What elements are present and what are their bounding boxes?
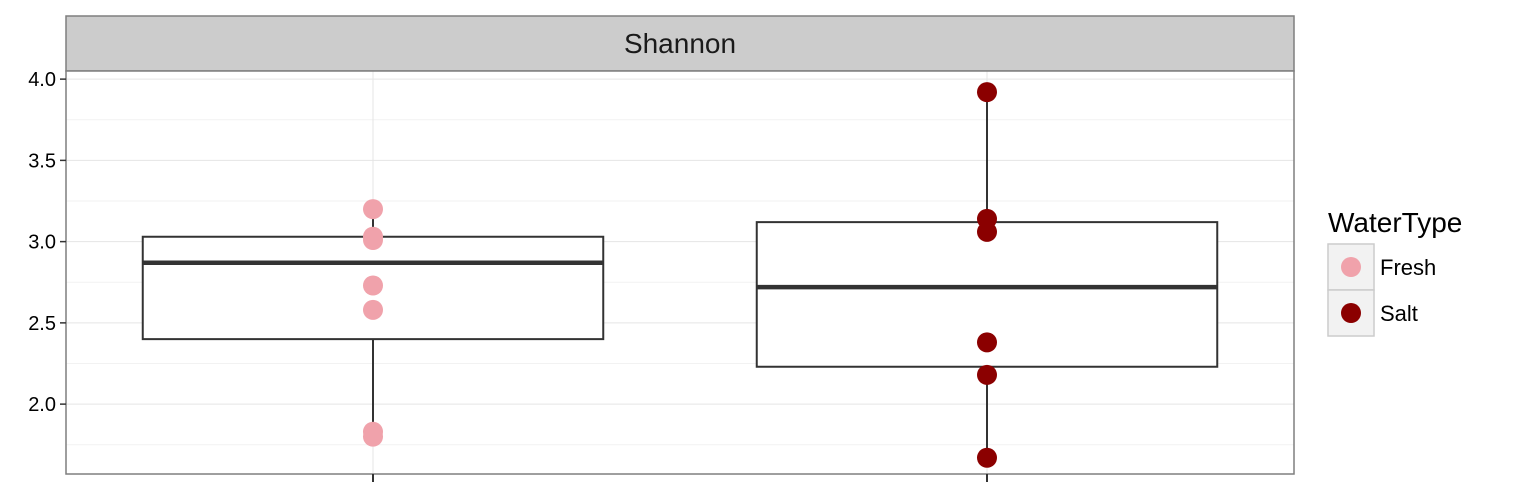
legend: WaterType Fresh Salt [1327, 207, 1462, 337]
legend-key-swatch [1341, 257, 1361, 277]
data-point-salt [977, 221, 997, 242]
data-point-salt [977, 447, 997, 468]
legend-key-swatch [1341, 303, 1361, 323]
y-tick-label: 4.0 [28, 69, 56, 91]
legend-label-salt: Salt [1380, 301, 1418, 326]
data-point-fresh [363, 275, 383, 296]
legend-title: WaterType [1328, 207, 1462, 238]
data-point-salt [977, 332, 997, 353]
y-tick-label: 2.5 [28, 313, 56, 335]
y-tick-label: 3.0 [28, 232, 56, 254]
point-layer [363, 82, 997, 468]
data-point-salt [977, 364, 997, 385]
data-point-fresh [363, 299, 383, 320]
data-point-fresh [363, 230, 383, 250]
facet-strip-label: Shannon [624, 28, 736, 59]
facet-strip [65, 15, 1295, 72]
legend-label-fresh: Fresh [1380, 255, 1436, 280]
y-tick-label: 2.0 [28, 394, 56, 416]
y-tick-label: 3.5 [28, 150, 56, 172]
data-point-fresh [363, 199, 383, 220]
data-point-fresh [363, 426, 383, 447]
plot-panel-border [65, 70, 1295, 475]
data-point-salt [977, 82, 997, 103]
axis-layer: 2.0 2.5 3.0 3.5 4.0 [28, 69, 988, 482]
